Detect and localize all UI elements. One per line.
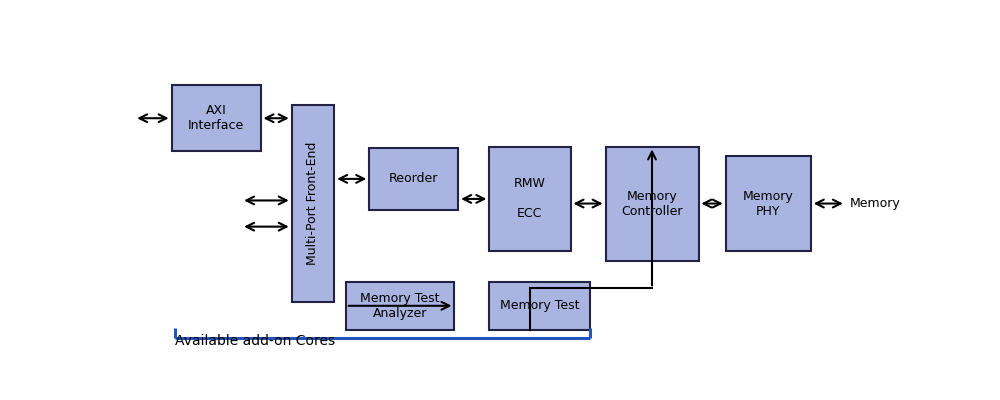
Text: Memory Test: Memory Test bbox=[500, 300, 579, 312]
Text: Multi-Port Front-End: Multi-Port Front-End bbox=[306, 142, 319, 265]
Text: Memory
PHY: Memory PHY bbox=[743, 190, 794, 218]
Text: Reorder: Reorder bbox=[389, 172, 438, 186]
Bar bbox=[369, 148, 458, 210]
Text: Available add-on Cores: Available add-on Cores bbox=[175, 334, 336, 348]
Bar bbox=[489, 146, 571, 251]
Text: Memory: Memory bbox=[850, 197, 900, 210]
Bar bbox=[726, 156, 811, 251]
Text: AXI
Interface: AXI Interface bbox=[188, 104, 244, 132]
Text: RMW

ECC: RMW ECC bbox=[514, 178, 546, 220]
Bar bbox=[346, 282, 454, 330]
Bar bbox=[292, 105, 334, 302]
Bar bbox=[172, 85, 261, 151]
Bar bbox=[606, 146, 698, 260]
Text: Memory
Controller: Memory Controller bbox=[621, 190, 683, 218]
Bar bbox=[489, 282, 590, 330]
Text: Memory Test
Analyzer: Memory Test Analyzer bbox=[360, 292, 440, 320]
